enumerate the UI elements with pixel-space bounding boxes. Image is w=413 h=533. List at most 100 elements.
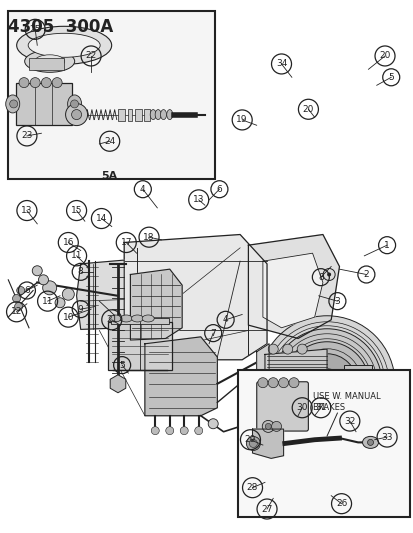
Text: 33: 33	[380, 433, 392, 441]
Circle shape	[9, 100, 18, 108]
Bar	[237, 370, 409, 517]
Circle shape	[288, 378, 298, 387]
Text: 6: 6	[24, 286, 30, 295]
Text: 5A: 5A	[101, 171, 118, 181]
Ellipse shape	[120, 315, 132, 322]
Text: 20: 20	[378, 52, 390, 60]
Text: 24: 24	[104, 137, 115, 146]
Bar	[144, 109, 150, 120]
Ellipse shape	[6, 95, 20, 113]
FancyBboxPatch shape	[256, 382, 308, 431]
Text: 7: 7	[210, 329, 216, 337]
Bar	[107, 322, 171, 370]
Text: 29: 29	[244, 435, 256, 444]
Ellipse shape	[150, 110, 156, 119]
Ellipse shape	[25, 50, 74, 72]
Text: 9: 9	[78, 305, 83, 313]
Bar	[343, 365, 371, 435]
Text: 26: 26	[335, 499, 347, 508]
Circle shape	[194, 426, 202, 435]
Text: 19: 19	[236, 116, 247, 124]
Circle shape	[262, 421, 273, 432]
Circle shape	[14, 302, 23, 311]
Text: 4: 4	[222, 316, 228, 324]
Circle shape	[268, 344, 278, 354]
Ellipse shape	[166, 110, 172, 119]
Circle shape	[43, 281, 57, 295]
Text: 12: 12	[11, 308, 22, 316]
Text: 17: 17	[120, 238, 132, 247]
Ellipse shape	[109, 315, 121, 322]
Polygon shape	[256, 344, 268, 381]
Text: 10: 10	[62, 313, 74, 321]
Circle shape	[249, 439, 257, 448]
Polygon shape	[76, 260, 124, 329]
Circle shape	[326, 272, 330, 277]
Ellipse shape	[155, 110, 161, 119]
Bar	[16, 83, 71, 125]
Text: 23: 23	[21, 132, 33, 140]
Ellipse shape	[131, 315, 143, 322]
Circle shape	[271, 329, 381, 439]
Text: 15: 15	[71, 206, 82, 215]
Circle shape	[271, 422, 281, 431]
Circle shape	[246, 437, 260, 450]
Text: 11: 11	[71, 252, 82, 260]
Text: 14: 14	[95, 214, 107, 223]
Circle shape	[257, 378, 267, 387]
Circle shape	[297, 344, 306, 354]
Text: 11: 11	[42, 297, 53, 305]
Circle shape	[19, 78, 29, 87]
Circle shape	[208, 419, 218, 429]
Circle shape	[30, 78, 40, 87]
Circle shape	[265, 423, 271, 430]
Circle shape	[38, 275, 48, 285]
Text: 27: 27	[261, 505, 272, 513]
Text: 30: 30	[296, 403, 307, 412]
Text: 32: 32	[343, 417, 355, 425]
Circle shape	[165, 426, 173, 435]
Circle shape	[17, 286, 25, 295]
Circle shape	[311, 369, 341, 399]
Ellipse shape	[160, 110, 166, 119]
Ellipse shape	[142, 315, 154, 322]
Text: 4305  300A: 4305 300A	[8, 18, 113, 36]
Circle shape	[285, 342, 368, 426]
Text: 20: 20	[302, 105, 313, 114]
Text: 5: 5	[119, 361, 125, 369]
Circle shape	[282, 344, 292, 354]
Circle shape	[41, 78, 51, 87]
Ellipse shape	[28, 33, 100, 58]
Polygon shape	[248, 235, 339, 338]
Text: USE W. MANUAL
BRAKES: USE W. MANUAL BRAKES	[312, 392, 379, 412]
Polygon shape	[264, 349, 326, 376]
Bar	[134, 109, 142, 120]
Circle shape	[268, 378, 278, 387]
Circle shape	[367, 439, 373, 446]
Text: 28: 28	[246, 483, 258, 492]
Text: 5: 5	[387, 73, 393, 82]
Bar	[127, 109, 132, 120]
Text: 31: 31	[314, 403, 326, 412]
Text: 22: 22	[85, 52, 97, 60]
Circle shape	[278, 378, 288, 387]
Polygon shape	[252, 429, 283, 458]
Text: 3: 3	[334, 297, 339, 305]
Ellipse shape	[17, 26, 112, 64]
Circle shape	[55, 298, 65, 308]
Text: 34: 34	[275, 60, 287, 68]
Circle shape	[180, 426, 188, 435]
Circle shape	[259, 316, 394, 452]
Polygon shape	[145, 337, 217, 416]
Bar	[8, 11, 215, 179]
Ellipse shape	[35, 55, 64, 68]
Circle shape	[70, 100, 78, 108]
Text: 8: 8	[78, 268, 83, 276]
Text: 13: 13	[192, 196, 204, 204]
Polygon shape	[124, 235, 266, 360]
Text: 6: 6	[216, 185, 222, 193]
Bar	[118, 109, 125, 120]
Circle shape	[151, 426, 159, 435]
Circle shape	[12, 294, 21, 303]
Text: 25: 25	[29, 25, 41, 34]
